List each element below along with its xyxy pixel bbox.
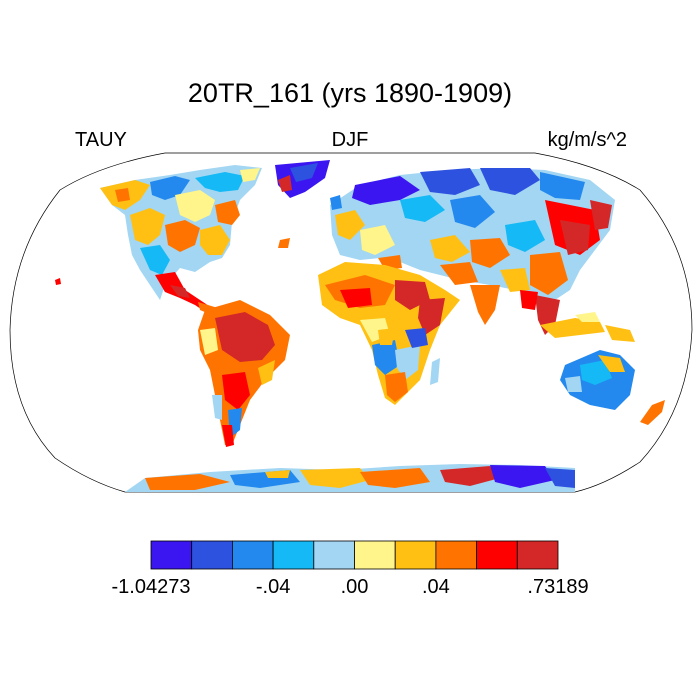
- antarctica: [125, 464, 575, 492]
- colorbar-label: -1.04273: [111, 576, 191, 598]
- colorbar-swatch: [272, 540, 315, 570]
- british-isles: [330, 195, 342, 210]
- colorbar-swatch: [191, 540, 233, 570]
- colorbar-swatch: [313, 540, 355, 570]
- colorbar-label: .00: [340, 576, 369, 598]
- colorbar-swatch: [516, 540, 559, 570]
- maritime-continent: [540, 312, 635, 342]
- colorbar: [150, 540, 559, 570]
- colorbar-swatch: [476, 540, 518, 570]
- colorbar-swatch: [150, 540, 193, 570]
- new-zealand: [640, 400, 665, 425]
- colorbar-label: -.04: [255, 576, 291, 598]
- colorbar-swatch: [354, 540, 396, 570]
- variable-label: TAUY: [75, 129, 127, 151]
- eurasia: [330, 168, 615, 335]
- units-label: kg/m/s^2: [547, 129, 627, 151]
- colorbar-swatch: [394, 540, 437, 570]
- season-label: DJF: [331, 129, 369, 151]
- colorbar-label: .73189: [527, 576, 589, 598]
- colorbar-swatch: [435, 540, 477, 570]
- colorbar-swatch: [231, 540, 274, 570]
- south-america: [198, 300, 290, 447]
- plot-title: 20TR_161 (yrs 1890-1909): [187, 78, 513, 108]
- north-america: [100, 165, 262, 316]
- africa: [318, 262, 460, 405]
- madagascar: [430, 358, 440, 385]
- colorbar-label: .04: [421, 576, 450, 598]
- australia: [560, 350, 635, 410]
